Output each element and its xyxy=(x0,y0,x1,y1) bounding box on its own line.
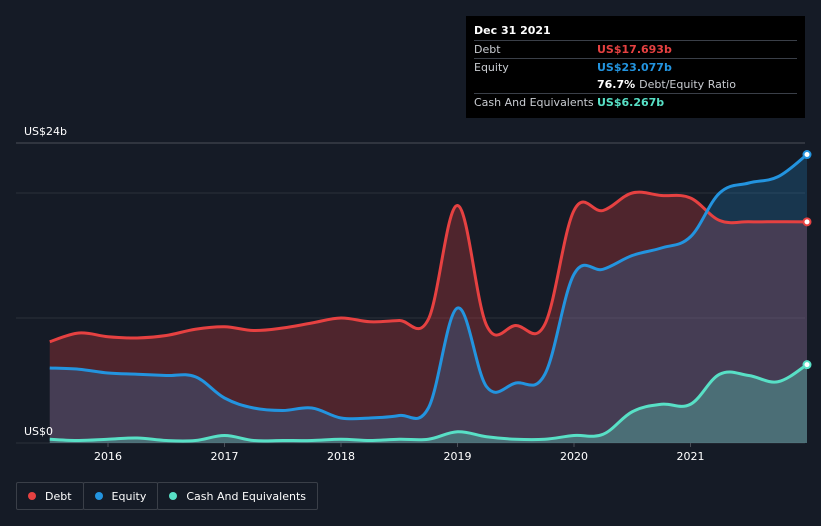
tooltip-ratio-value: 76.7% xyxy=(597,78,636,91)
tooltip-debt-value: US$17.693b xyxy=(597,43,672,56)
equity-end-marker xyxy=(802,150,812,160)
data-tooltip: Dec 31 2021 Debt US$17.693b Equity US$23… xyxy=(466,16,805,118)
legend-item-equity[interactable]: Equity xyxy=(82,482,159,510)
legend-debt-label: Debt xyxy=(45,489,72,503)
debt-line xyxy=(49,190,808,344)
legend-equity-label: Equity xyxy=(111,489,147,503)
y-axis-max-label: US$24b xyxy=(24,125,67,138)
x-tick-label: 2019 xyxy=(444,450,472,463)
tooltip-ratio-row: 76.7% Debt/Equity Ratio xyxy=(474,76,797,93)
y-axis-zero-label: US$0 xyxy=(24,425,53,438)
x-tick-label: 2021 xyxy=(677,450,705,463)
tooltip-debt-row: Debt US$17.693b xyxy=(474,40,797,58)
x-tick-label: 2018 xyxy=(327,450,355,463)
series-lines xyxy=(49,153,808,443)
legend-debt-dot-icon xyxy=(28,492,36,500)
legend-equity-dot-icon xyxy=(94,492,103,500)
grid-lines xyxy=(16,142,805,444)
tooltip-cash-row: Cash And Equivalents US$6.267b xyxy=(474,93,797,111)
tooltip-equity-label: Equity xyxy=(474,61,509,74)
legend-cash-label: Cash And Equivalents xyxy=(186,489,306,503)
debt-area xyxy=(49,192,807,443)
legend-item-debt[interactable]: Debt xyxy=(16,482,84,510)
tooltip-ratio-spacer xyxy=(474,76,597,93)
legend-cash-dot-icon xyxy=(169,492,178,500)
x-tick-label: 2017 xyxy=(211,450,239,463)
tooltip-date: Dec 31 2021 xyxy=(474,24,551,37)
debt-end-marker xyxy=(802,217,812,227)
tooltip-equity-value: US$23.077b xyxy=(597,61,672,74)
end-markers xyxy=(802,150,812,370)
tooltip-debt-label: Debt xyxy=(474,43,501,56)
cash-line xyxy=(49,363,808,443)
x-axis-ticks: 2016 2017 2018 2019 2020 2021 xyxy=(94,443,705,463)
tooltip-equity-row: Equity US$23.077b xyxy=(474,58,797,76)
cash-end-marker xyxy=(802,360,812,370)
series-areas xyxy=(49,154,807,443)
tooltip-ratio-label: Debt/Equity Ratio xyxy=(639,78,736,91)
tooltip-cash-value: US$6.267b xyxy=(597,96,665,109)
tooltip-cash-label: Cash And Equivalents xyxy=(474,96,594,109)
chart-legend: Debt Equity Cash And Equivalents xyxy=(16,482,318,510)
equity-line xyxy=(49,153,808,421)
x-tick-label: 2016 xyxy=(94,450,122,463)
legend-item-cash[interactable]: Cash And Equivalents xyxy=(157,482,318,510)
x-tick-label: 2020 xyxy=(560,450,588,463)
equity-area xyxy=(49,154,807,443)
